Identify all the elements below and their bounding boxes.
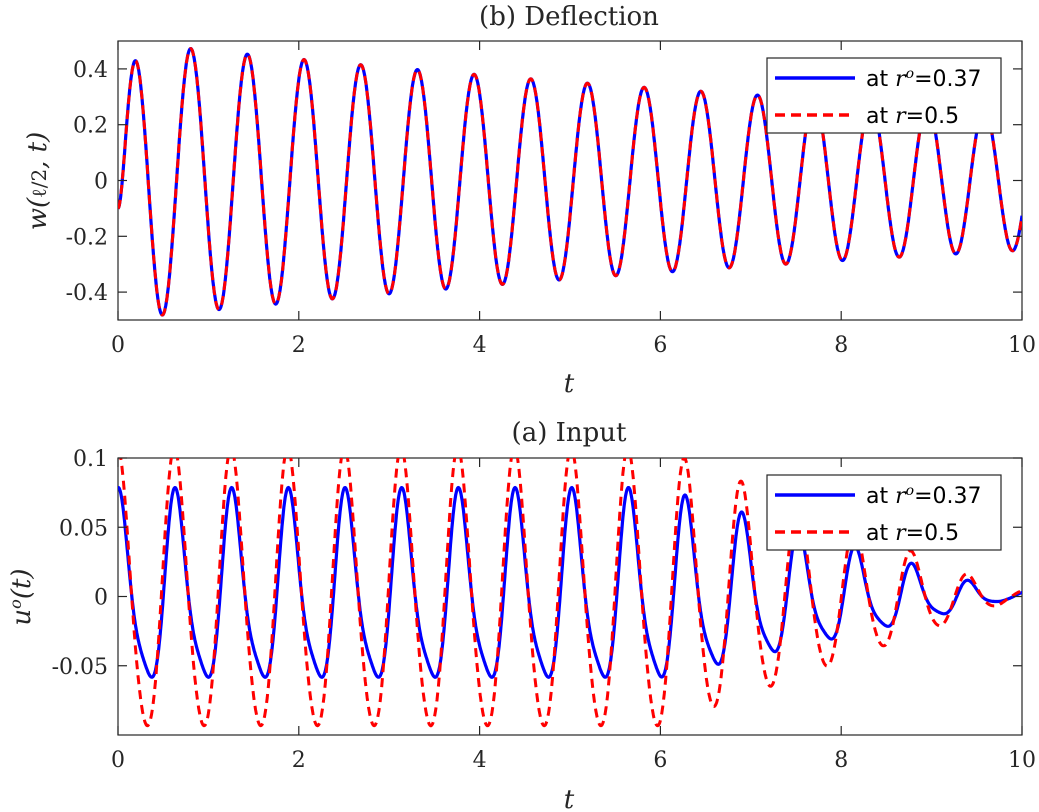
deflection-ytick-label: 0 [94, 170, 108, 195]
input-xlabel: t [564, 785, 575, 812]
input-xtick-label: 2 [292, 748, 306, 773]
input-legend-box [766, 474, 1002, 551]
input-ylabel: uo(t) [6, 568, 38, 625]
deflection-ytick-label: -0.2 [66, 225, 108, 250]
deflection-title: (b) Deflection [479, 2, 659, 32]
input-legend-label-1: at r=0.5 [866, 521, 959, 546]
deflection-xtick-label: 2 [292, 333, 306, 358]
deflection-chart: (b) Deflection 0 2 4 6 8 100.40.20-0.2-0.4 t … [23, 2, 1036, 399]
deflection-xtick-label: 0 [111, 333, 125, 358]
deflection-xtick-label: 10 [1008, 333, 1036, 358]
deflection-legend-box [766, 57, 1002, 134]
input-xtick-label: 0 [111, 748, 125, 773]
deflection-xtick-label: 4 [473, 333, 487, 358]
deflection-legend-label-0: at ro=0.37 [866, 66, 982, 92]
deflection-ytick-label: 0.2 [73, 114, 108, 139]
input-xtick-label: 4 [473, 748, 487, 773]
input-title: (a) Input [512, 418, 627, 448]
input-ytick-label: 0 [94, 586, 108, 611]
deflection-ylabel: w(ℓ/2, t) [23, 132, 53, 231]
input-xtick-label: 6 [653, 748, 667, 773]
input-xtick-label: 10 [1008, 748, 1036, 773]
input-chart: (a) Input 0 2 4 6 8 10 0.1 0.05 0 -0.05 t uo(t) a… [6, 418, 1037, 812]
input-xtick-label: 8 [834, 748, 848, 773]
deflection-xlabel: t [564, 369, 575, 399]
deflection-xtick-label: 6 [653, 333, 667, 358]
deflection-xtick-label: 8 [834, 333, 848, 358]
input-series-layer [118, 458, 1022, 728]
deflection-ytick-label: 0.4 [73, 58, 108, 83]
input-legend: at ro=0.37 at r=0.5 [766, 474, 1002, 551]
deflection-ytick-label: -0.4 [66, 281, 108, 306]
deflection-legend-label-1: at r=0.5 [866, 104, 959, 129]
input-ytick-label: 0.05 [59, 516, 108, 541]
input-ticks: 0 2 4 6 8 10 0.1 0.05 0 -0.05 [52, 447, 1036, 773]
deflection-ticks: 0 2 4 6 8 10 0.4 0.2 0 -0.2 -0.4 [66, 41, 1036, 358]
input-legend-label-0: at ro=0.37 [866, 483, 982, 509]
input-ytick-label: -0.05 [52, 655, 108, 680]
deflection-legend: at ro=0.37 at r=0.5 [766, 57, 1002, 134]
input-ytick-label: 0.1 [73, 447, 108, 472]
input-series-1-line [119, 458, 1022, 728]
